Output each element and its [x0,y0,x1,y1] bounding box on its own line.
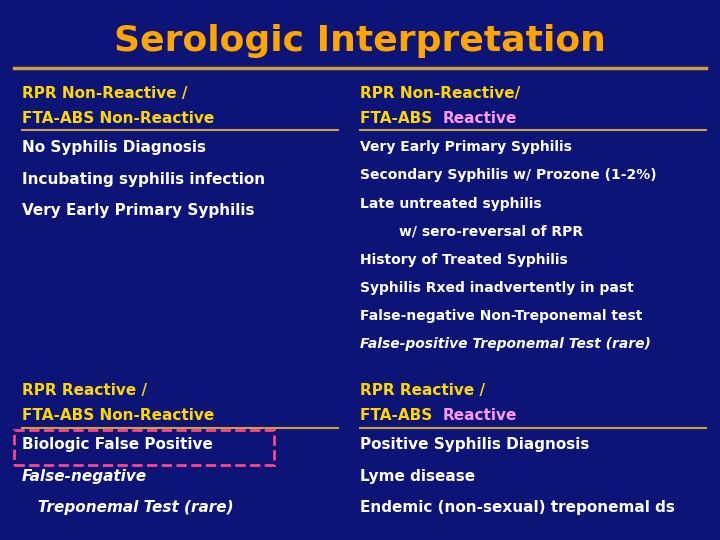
Text: Positive Syphilis Diagnosis: Positive Syphilis Diagnosis [360,437,590,453]
Text: RPR Non-Reactive /: RPR Non-Reactive / [22,86,187,102]
Text: Lyme disease: Lyme disease [360,469,475,484]
Text: Syphilis Rxed inadvertently in past: Syphilis Rxed inadvertently in past [360,281,634,295]
Text: No Syphilis Diagnosis: No Syphilis Diagnosis [22,140,206,156]
Text: Serologic Interpretation: Serologic Interpretation [114,24,606,58]
Text: FTA-ABS Non-Reactive: FTA-ABS Non-Reactive [22,408,214,423]
Text: Very Early Primary Syphilis: Very Early Primary Syphilis [22,203,254,218]
Text: False-negative Non-Treponemal test: False-negative Non-Treponemal test [360,309,642,323]
Text: FTA-ABS Non-Reactive: FTA-ABS Non-Reactive [22,111,214,126]
Text: History of Treated Syphilis: History of Treated Syphilis [360,253,568,267]
Text: False-negative: False-negative [22,469,147,484]
Text: RPR Reactive /: RPR Reactive / [22,383,147,399]
Text: Endemic (non-sexual) treponemal ds: Endemic (non-sexual) treponemal ds [360,500,675,515]
Text: w/ sero-reversal of RPR: w/ sero-reversal of RPR [360,225,583,239]
Text: FTA-ABS: FTA-ABS [360,408,438,423]
Text: Reactive: Reactive [443,408,517,423]
Text: False-positive Treponemal Test (rare): False-positive Treponemal Test (rare) [360,337,651,351]
Text: RPR Reactive /: RPR Reactive / [360,383,485,399]
Text: Reactive: Reactive [443,111,517,126]
Text: FTA-ABS: FTA-ABS [360,111,438,126]
Text: Very Early Primary Syphilis: Very Early Primary Syphilis [360,140,572,154]
Text: Incubating syphilis infection: Incubating syphilis infection [22,172,265,187]
Text: Secondary Syphilis w/ Prozone (1-2%): Secondary Syphilis w/ Prozone (1-2%) [360,168,657,183]
Text: Treponemal Test (rare): Treponemal Test (rare) [22,500,233,515]
Text: Late untreated syphilis: Late untreated syphilis [360,197,541,211]
Text: Biologic False Positive: Biologic False Positive [22,437,212,453]
Text: RPR Non-Reactive/: RPR Non-Reactive/ [360,86,521,102]
